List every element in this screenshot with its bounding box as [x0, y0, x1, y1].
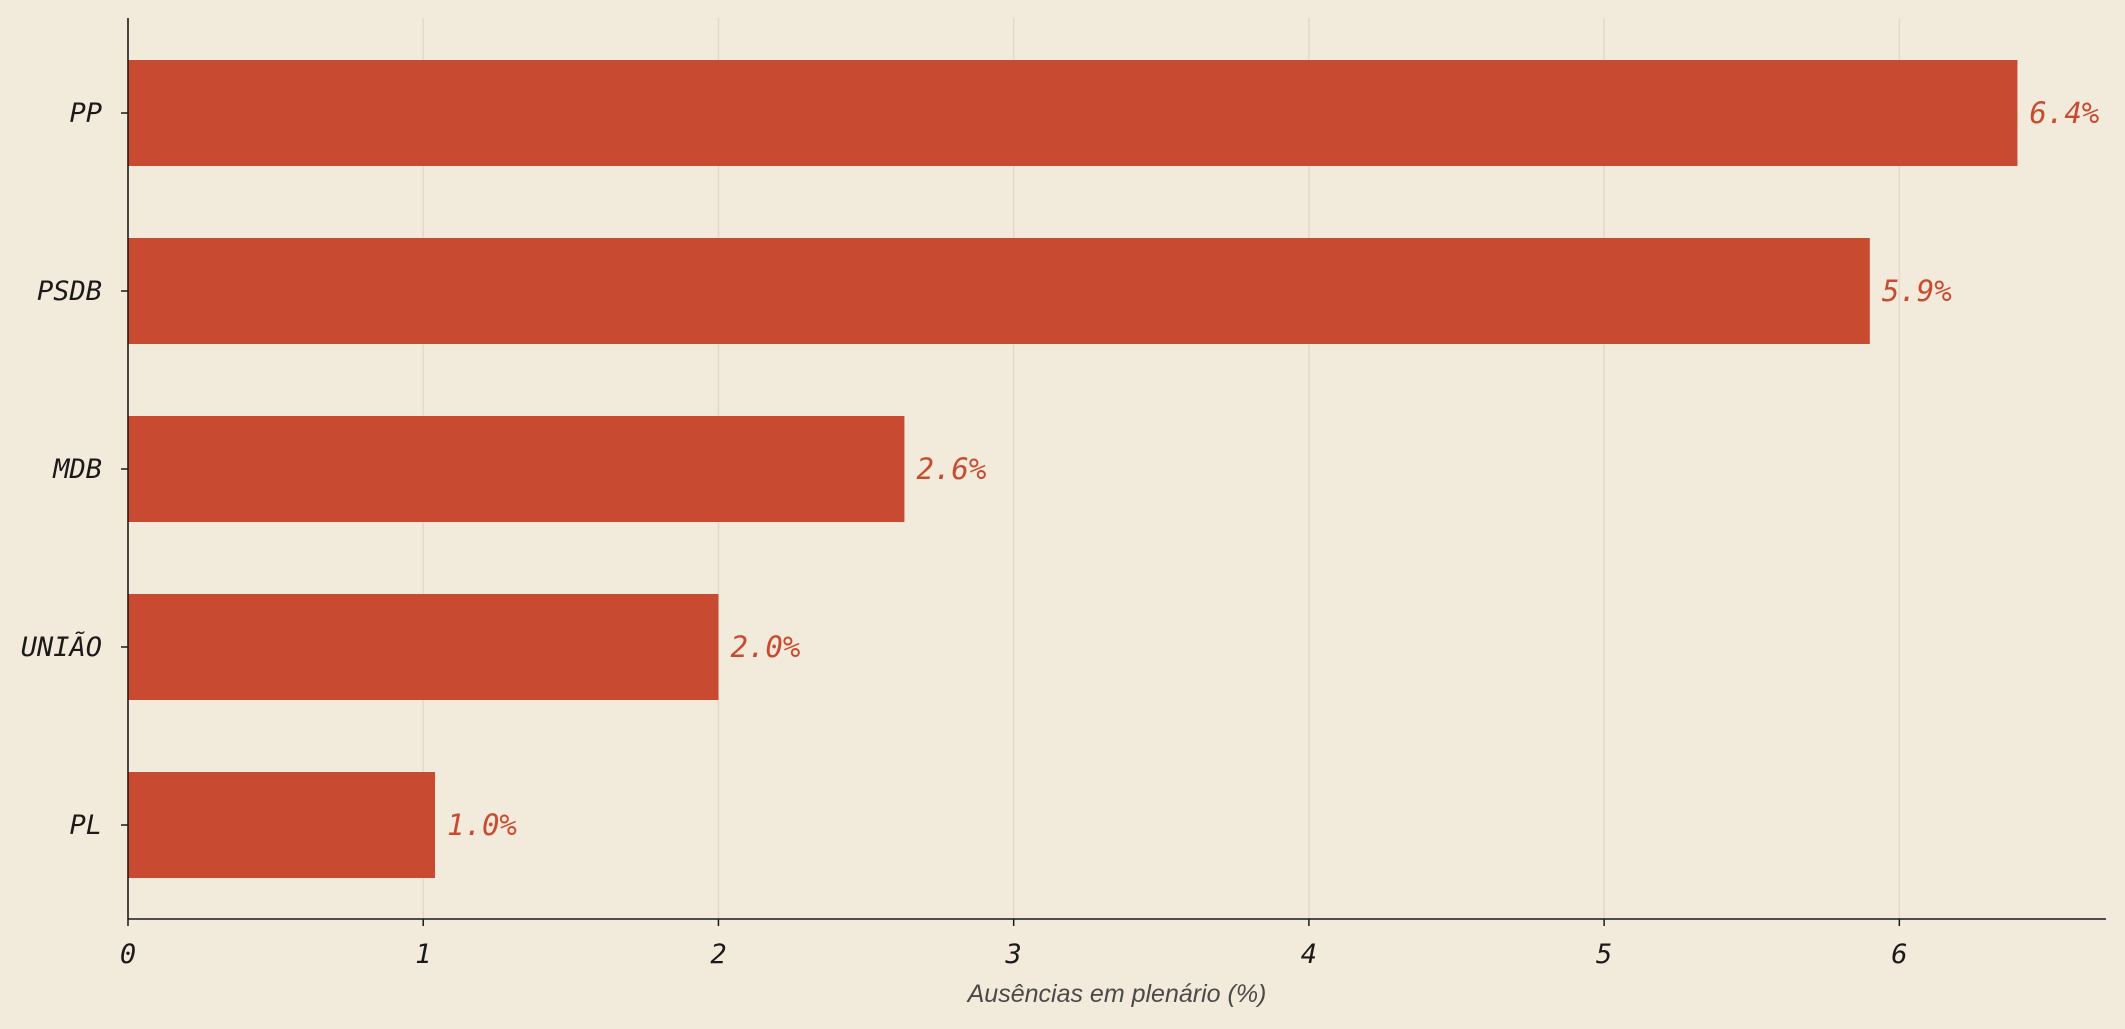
- x-tick-labels-group: 0 1 2 3 4 5 6: [120, 919, 1907, 970]
- x-tick-label-1: 1: [415, 939, 431, 970]
- x-axis-title: Ausências em plenário (%): [966, 980, 1267, 1008]
- x-tick-label-4: 4: [1301, 939, 1317, 970]
- bar-mdb: [128, 416, 905, 522]
- category-label-união: UNIÃO: [21, 631, 102, 663]
- bar-pl: [128, 772, 436, 878]
- x-tick-label-3: 3: [1005, 939, 1022, 970]
- value-label-mdb: 2.6%: [916, 452, 986, 486]
- value-label-união: 2.0%: [730, 630, 800, 664]
- category-label-pp: PP: [69, 98, 102, 129]
- x-tick-label-5: 5: [1596, 939, 1612, 970]
- category-label-psdb: PSDB: [37, 276, 102, 307]
- bar-pp: [128, 60, 2018, 166]
- bar-psdb: [128, 238, 1870, 344]
- value-labels-group: 6.4% 5.9% 2.6% 2.0% 1.0%: [447, 96, 2099, 842]
- category-label-mdb: MDB: [52, 454, 102, 485]
- value-label-pp: 6.4%: [2029, 96, 2099, 130]
- x-tick-label-2: 2: [710, 939, 726, 970]
- x-tick-label-0: 0: [120, 939, 136, 970]
- x-tick-label-6: 6: [1891, 939, 1907, 970]
- bar-união: [128, 594, 719, 700]
- value-label-psdb: 5.9%: [1882, 274, 1952, 308]
- category-labels-group: PP PSDB MDB UNIÃO PL: [21, 98, 128, 841]
- bars-group: [128, 60, 2018, 878]
- category-label-pl: PL: [69, 810, 102, 841]
- value-label-pl: 1.0%: [447, 808, 517, 842]
